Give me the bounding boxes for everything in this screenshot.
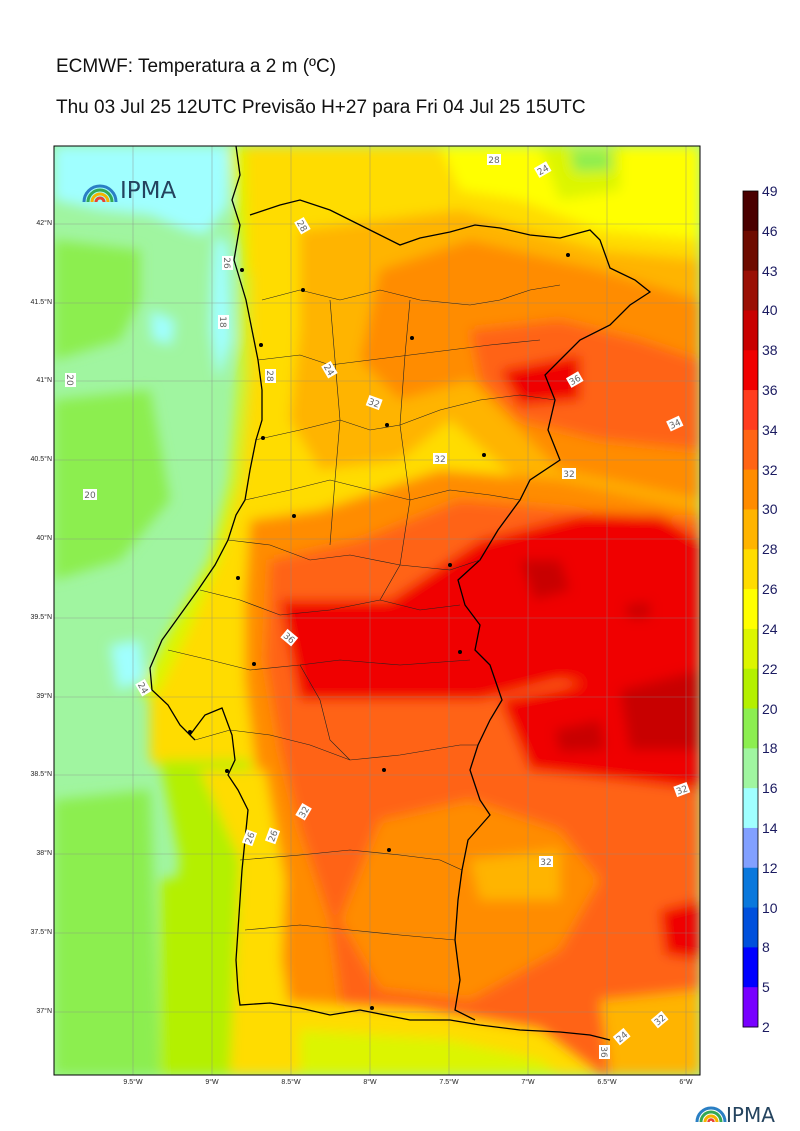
colorbar-swatch	[743, 549, 758, 590]
colorbar-label: 22	[762, 660, 778, 677]
colorbar-label: 24	[762, 620, 778, 637]
colorbar-swatch	[743, 270, 758, 311]
ipma-rainbow-icon	[82, 184, 118, 203]
latitude-label: 40.5°N	[30, 456, 52, 463]
latitude-label: 41°N	[36, 377, 52, 384]
latitude-label: 39.5°N	[30, 614, 52, 621]
colorbar-label: 18	[762, 740, 778, 757]
colorbar-label: 10	[762, 899, 778, 916]
colorbar-swatch	[743, 310, 758, 351]
colorbar-label: 49	[762, 183, 778, 199]
contour-label: 32	[675, 784, 689, 797]
colorbar-label: 5	[762, 979, 770, 996]
colorbar	[742, 190, 759, 1028]
temperature-field: 28 24 28 26 28 20 18 24 32 32 36 34 32 3…	[54, 146, 700, 1075]
colorbar-label: 14	[762, 819, 778, 836]
colorbar-swatch	[743, 429, 758, 471]
contour-label: 32	[434, 455, 445, 465]
colorbar-label: 40	[762, 302, 778, 319]
colorbar-swatch	[743, 748, 758, 789]
ipma-logo: IPMA	[726, 1103, 775, 1127]
colorbar-swatch	[743, 987, 758, 1028]
longitude-label: 7.5°W	[439, 1079, 459, 1086]
ipma-logo: IPMA	[120, 178, 177, 204]
map-title: ECMWF: Temperatura a 2 m (ºC)	[56, 56, 337, 77]
latitude-label: 41.5°N	[30, 299, 52, 306]
longitude-label: 7°W	[521, 1079, 535, 1086]
coastline	[149, 146, 611, 1041]
contour-label: 32	[563, 470, 574, 480]
colorbar-swatch	[743, 788, 758, 829]
contour-label: 32	[298, 805, 312, 820]
colorbar-label: 46	[762, 222, 778, 239]
colorbar-swatch	[743, 668, 758, 710]
contour-label: 26	[244, 831, 257, 845]
colorbar-swatch	[743, 230, 758, 272]
colorbar-label: 12	[762, 859, 778, 876]
latitude-label: 37.5°N	[30, 929, 52, 936]
colorbar-swatch	[743, 827, 758, 869]
latitude-label: 38°N	[36, 850, 52, 857]
colorbar-swatch	[743, 628, 758, 670]
contour-label: 34	[668, 418, 683, 432]
contour-label: 18	[217, 316, 227, 328]
longitude-label: 9.5°W	[123, 1079, 143, 1086]
longitude-label: 9°W	[205, 1079, 219, 1086]
contour-label: 26	[267, 829, 280, 843]
colorbar-swatch	[743, 390, 758, 431]
colorbar-label: 20	[762, 700, 778, 717]
latitude-label: 39°N	[36, 693, 52, 700]
colorbar-swatch	[743, 867, 758, 909]
colorbar-label: 28	[762, 541, 778, 558]
contour-label: 32	[540, 858, 551, 868]
latitude-label: 42°N	[36, 220, 52, 227]
ipma-rainbow-icon	[695, 1106, 727, 1123]
contour-label: 26	[221, 257, 231, 269]
colorbar-swatch	[743, 469, 758, 510]
colorbar-label: 43	[762, 262, 778, 279]
colorbar-swatch	[743, 907, 758, 948]
contour-label: 20	[84, 491, 96, 501]
map-subtitle: Thu 03 Jul 25 12UTC Previsão H+27 para F…	[56, 97, 586, 118]
latitude-label: 38.5°N	[30, 771, 52, 778]
colorbar-label: 32	[762, 461, 778, 478]
city-markers	[188, 253, 570, 1010]
contour-label: 20	[64, 374, 74, 386]
colorbar-label: 30	[762, 501, 778, 518]
colorbar-label: 34	[762, 421, 778, 438]
latitude-label: 40°N	[36, 535, 52, 542]
district-borders	[167, 284, 561, 941]
colorbar-label: 26	[762, 581, 778, 598]
contour-label: 28	[488, 156, 500, 166]
longitude-label: 6°W	[679, 1079, 693, 1086]
longitude-label: 8.5°W	[281, 1079, 301, 1086]
colorbar-swatch	[743, 947, 758, 988]
contour-label: 32	[367, 397, 381, 410]
graticule	[54, 146, 700, 1075]
contour-label: 28	[264, 370, 274, 382]
longitude-label: 8°W	[363, 1079, 377, 1086]
colorbar-swatch	[743, 191, 758, 232]
colorbar-swatch	[743, 350, 758, 391]
colorbar-label: 8	[762, 939, 770, 956]
contour-label: 36	[598, 1046, 608, 1058]
spain-border	[249, 199, 652, 1021]
map-frame	[53, 145, 701, 1076]
colorbar-label: 2	[762, 1019, 770, 1035]
latitude-label: 37°N	[36, 1008, 52, 1015]
colorbar-label: 36	[762, 382, 778, 399]
longitude-label: 6.5°W	[597, 1079, 617, 1086]
colorbar-swatch	[743, 509, 758, 550]
colorbar-label: 16	[762, 780, 778, 797]
colorbar-label: 38	[762, 342, 778, 359]
colorbar-swatch	[743, 708, 758, 749]
colorbar-swatch	[743, 589, 758, 630]
